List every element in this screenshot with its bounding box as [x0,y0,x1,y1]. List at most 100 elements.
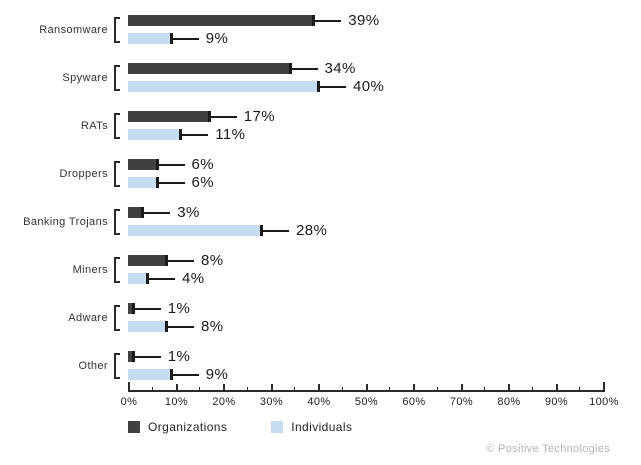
x-axis: 0% 10% 20% 30% 40% 50% 60% 70% 80% 90% 100% [121,381,618,411]
value-leader: 1% [131,300,190,317]
axis-tick [555,384,558,392]
leader-tick [207,111,211,122]
axis-tick-label: 60% [402,396,426,408]
legend: Organizations Individuals [128,420,352,434]
group-bracket [114,161,120,187]
leader-tick [141,207,145,218]
axis-tick [531,387,533,392]
leader-tick [179,129,183,140]
axis-tick-label: 90% [544,396,569,408]
value-label: 4% [182,270,205,287]
bar-individuals [128,273,147,284]
bar-organizations [128,111,209,122]
leader-line [134,307,161,310]
leader-line [172,37,199,40]
axis-tick-label: 10% [164,396,189,408]
leader-tick [155,177,159,188]
axis-tick [460,384,463,392]
axis-tick [246,387,248,392]
leader-tick [169,33,173,44]
axis-tick [365,384,368,392]
value-leader: 3% [141,204,200,221]
axis-tick [199,387,201,392]
axis-tick-label: 80% [497,396,521,408]
axis-tick [270,384,273,392]
copyright-credit: © Positive Technologies [486,443,610,455]
category-label: RATs [80,119,108,132]
value-leader: 40% [317,78,384,95]
bar-group: 3% 28% [128,203,641,251]
category-label: Other [78,359,108,372]
axis-tick [294,387,296,392]
bar-group: 39% 9% [128,11,641,59]
axis-tick [484,387,486,392]
value-label: 11% [215,126,246,143]
category-row-rats: RATs 17% 11% [0,107,641,155]
value-leader: 8% [165,318,223,335]
value-leader: 1% [131,348,190,365]
axis-tick [436,387,438,392]
value-label: 39% [348,12,380,29]
value-leader: 39% [312,12,380,29]
axis-tick [128,382,130,392]
value-label: 6% [191,156,214,173]
leader-line [158,181,185,184]
bar-individuals [128,33,171,44]
category-row-droppers: Droppers 6% 6% [0,155,641,203]
bar-organizations [128,159,157,170]
value-label: 3% [177,204,200,221]
leader-line [158,163,185,166]
axis-tick [413,384,415,392]
category-label: Adware [68,311,108,324]
leader-line [315,19,342,22]
axis-tick-label: 30% [259,396,284,408]
bar-chart: Ransomware 39% 9% Spyware 34% 40% RATs 17% 11% Dr… [0,11,641,395]
bar-group: 6% 6% [128,155,641,203]
bar-individuals [128,369,171,380]
category-row-other: Other 1% 9% [0,347,641,395]
axis-tick-label: 20% [212,396,236,408]
bar-individuals [128,225,261,236]
leader-line [168,259,194,262]
group-bracket [114,305,120,331]
leader-tick [155,159,159,170]
axis-tick-label: 0% [120,396,138,408]
group-bracket [114,113,120,139]
value-leader: 9% [169,30,229,47]
value-leader: 28% [260,222,327,239]
axis-tick-label: 70% [449,396,474,408]
value-label: 6% [191,174,214,191]
category-row-adware: Adware 1% 8% [0,299,641,347]
axis-tick [603,382,605,392]
leader-tick [131,303,135,314]
bar-organizations [128,255,166,266]
axis-tick [318,384,320,392]
leader-tick [317,81,320,92]
leader-tick [288,63,292,74]
value-label: 9% [205,366,229,383]
category-label: Droppers [59,167,108,180]
leader-tick [146,273,149,284]
bar-organizations [128,63,290,74]
bar-organizations [128,15,314,26]
group-bracket [114,353,120,379]
value-label: 9% [205,30,229,47]
value-label: 17% [243,108,275,125]
category-row-banking-trojans: Banking Trojans 3% 28% [0,203,641,251]
leader-line [134,355,161,358]
value-leader: 4% [146,270,205,287]
bar-individuals [128,129,181,140]
leader-tick [260,225,263,236]
axis-tick [175,384,178,392]
leader-tick [169,369,173,380]
category-row-ransomware: Ransomware 39% 9% [0,11,641,59]
bar-organizations [128,207,143,218]
axis-tick-label: 50% [354,396,379,408]
category-row-miners: Miners 8% 4% [0,251,641,299]
group-bracket [114,17,120,43]
axis-tick [508,384,510,392]
value-leader: 6% [155,156,214,173]
category-label: Miners [72,263,108,276]
legend-swatch-organizations [128,421,140,433]
bar-individuals [128,321,166,332]
